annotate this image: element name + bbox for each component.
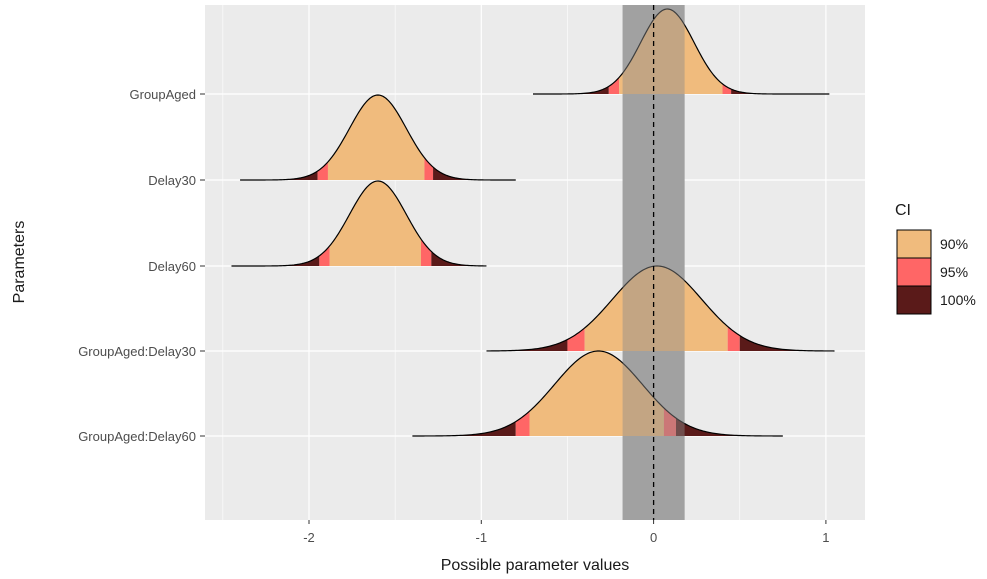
- ridge-groupaged-delay30: [486, 265, 835, 352]
- y-tick-label: GroupAged:Delay60: [78, 429, 196, 444]
- y-tick-label: GroupAged:Delay30: [78, 344, 196, 359]
- ci100-region-left: [532, 86, 609, 94]
- y-tick-labels: GroupAged Delay30 Delay60 GroupAged:Delay30…: [78, 87, 205, 444]
- rope-overlay: [622, 5, 685, 520]
- ridge-outline: [240, 94, 516, 181]
- ci100-region-right: [675, 418, 783, 436]
- ci90-region: [327, 95, 425, 180]
- ci95-region-left: [608, 77, 620, 94]
- ci95-region-right: [424, 157, 434, 180]
- ci95-region-left: [319, 245, 330, 266]
- ci95-region-right: [722, 83, 732, 94]
- ci95-region-right: [420, 239, 432, 266]
- x-tick-label: -2: [303, 530, 315, 545]
- y-tick-label: Delay60: [148, 259, 196, 274]
- ridge-groupaged-delay60: [412, 350, 783, 437]
- x-tick-label: 1: [822, 530, 829, 545]
- ci95-region-left: [567, 327, 585, 351]
- ridge-outline: [486, 265, 835, 352]
- ridge-outline: [231, 180, 487, 267]
- ci90-region: [529, 351, 664, 436]
- legend: CI 90% 95% 100%: [895, 202, 976, 315]
- ridge-delay60: [231, 180, 487, 267]
- ci100-region-right: [739, 335, 835, 351]
- x-tick-labels: -2 -1 0 1: [303, 520, 830, 545]
- ci95-region-right: [663, 408, 676, 436]
- ci100-region-right: [731, 89, 830, 94]
- legend-key: [896, 257, 932, 287]
- ci100-region-right: [431, 251, 487, 266]
- ci100-region-left: [231, 255, 320, 266]
- y-axis-title: Parameters: [11, 221, 28, 304]
- ridge-delay30: [240, 94, 516, 181]
- ci100-region-left: [240, 171, 318, 180]
- ci100-region-right: [433, 167, 516, 180]
- legend-title: CI: [895, 202, 911, 219]
- legend-label: 90%: [940, 236, 968, 252]
- ci95-region-left: [317, 161, 328, 180]
- legend-label: 100%: [940, 292, 976, 308]
- ci95-region-right: [727, 326, 740, 351]
- y-tick-label: GroupAged: [130, 87, 197, 102]
- legend-key: [896, 285, 932, 315]
- ridge-groupaged: [532, 8, 830, 95]
- x-tick-label: 0: [650, 530, 657, 545]
- ridge-outline: [532, 8, 830, 95]
- ridge-outline: [412, 350, 783, 437]
- x-tick-label: -1: [476, 530, 488, 545]
- ci100-region-left: [486, 339, 568, 351]
- ci95-region-left: [515, 411, 530, 436]
- y-tick-label: Delay30: [148, 173, 196, 188]
- legend-key: [896, 229, 932, 259]
- ci90-region: [329, 181, 421, 266]
- legend-items: 90% 95% 100%: [896, 229, 976, 315]
- ci90-region: [619, 9, 723, 94]
- legend-label: 95%: [940, 264, 968, 280]
- ci90-region: [584, 266, 728, 351]
- x-axis-title: Possible parameter values: [441, 557, 630, 574]
